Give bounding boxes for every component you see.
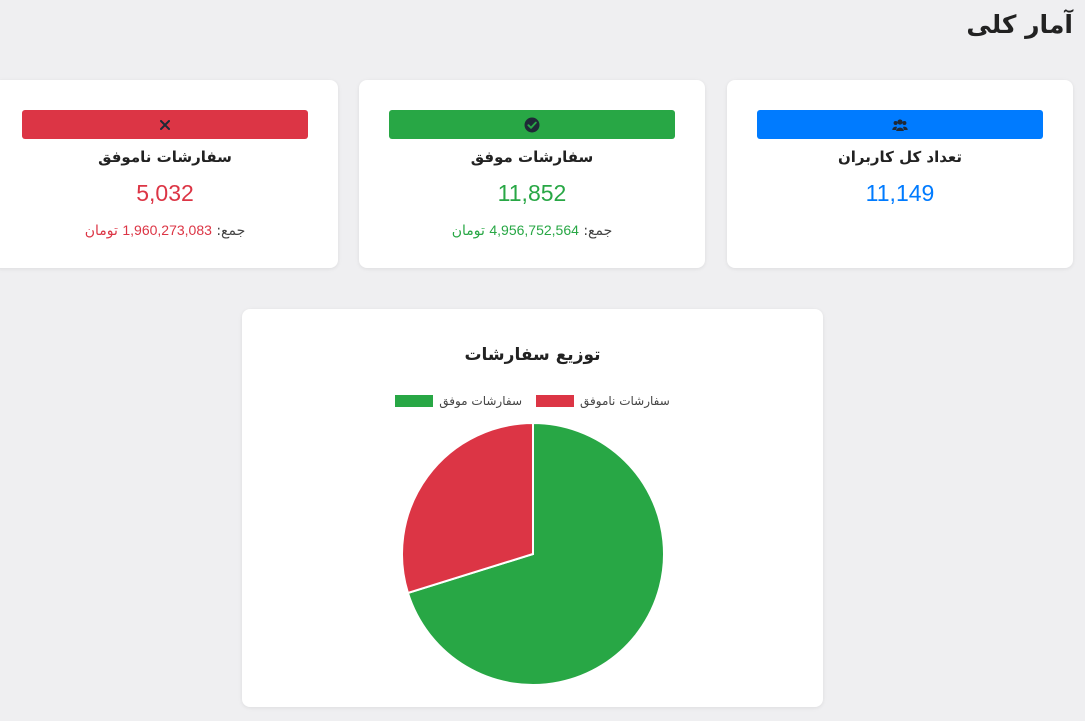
- stat-card-failed: سفارشات ناموفق 5,032 جمع: 1,960,273,083 …: [0, 80, 338, 268]
- card-value: 11,149: [865, 180, 935, 206]
- chart-card: توزیع سفارشات سفارشات ناموفق سفارشات موف…: [242, 309, 823, 707]
- legend-swatch: [536, 395, 575, 407]
- card-label: سفارشات ناموفق: [98, 148, 232, 166]
- card-sum: جمع: 4,956,752,564 تومان: [359, 222, 705, 239]
- legend-label: سفارشات ناموفق: [580, 394, 670, 408]
- stat-card-success: سفارشات موفق 11,852 جمع: 4,956,752,564 ت…: [359, 80, 705, 268]
- stat-card-users: تعداد کل کاربران 11,149: [727, 80, 1073, 268]
- card-header-bar: [22, 110, 308, 139]
- pie-slice-failed[interactable]: [401, 421, 534, 595]
- card-label: تعداد کل کاربران: [837, 148, 963, 166]
- chart-title: توزیع سفارشات: [464, 345, 601, 365]
- card-value: 5,032: [136, 180, 194, 206]
- chart-legend: سفارشات ناموفق سفارشات موفق: [242, 394, 823, 408]
- card-label: سفارشات موفق: [470, 148, 594, 166]
- close-icon: [160, 119, 170, 130]
- card-sum: جمع: 1,960,273,083 تومان: [0, 222, 338, 239]
- legend-item-failed[interactable]: سفارشات ناموفق: [536, 394, 670, 408]
- sum-label: جمع:: [216, 223, 246, 239]
- sum-unit: تومان: [84, 223, 118, 239]
- sum-unit: تومان: [451, 223, 485, 239]
- page-title: آمار کلی: [966, 10, 1073, 39]
- legend-swatch: [395, 395, 434, 407]
- card-header-bar: [757, 110, 1043, 139]
- sum-value: 1,960,273,083: [122, 222, 212, 238]
- legend-item-success[interactable]: سفارشات موفق: [395, 394, 522, 408]
- users-icon: [892, 118, 908, 131]
- legend-label: سفارشات موفق: [439, 394, 523, 408]
- sum-value: 4,956,752,564: [489, 222, 579, 238]
- pie-slice-success[interactable]: [406, 421, 665, 686]
- card-header-bar: [389, 110, 675, 139]
- sum-label: جمع:: [583, 223, 613, 239]
- pie-chart: [401, 421, 665, 686]
- check-circle-icon: [524, 117, 540, 132]
- card-value: 11,852: [497, 180, 567, 206]
